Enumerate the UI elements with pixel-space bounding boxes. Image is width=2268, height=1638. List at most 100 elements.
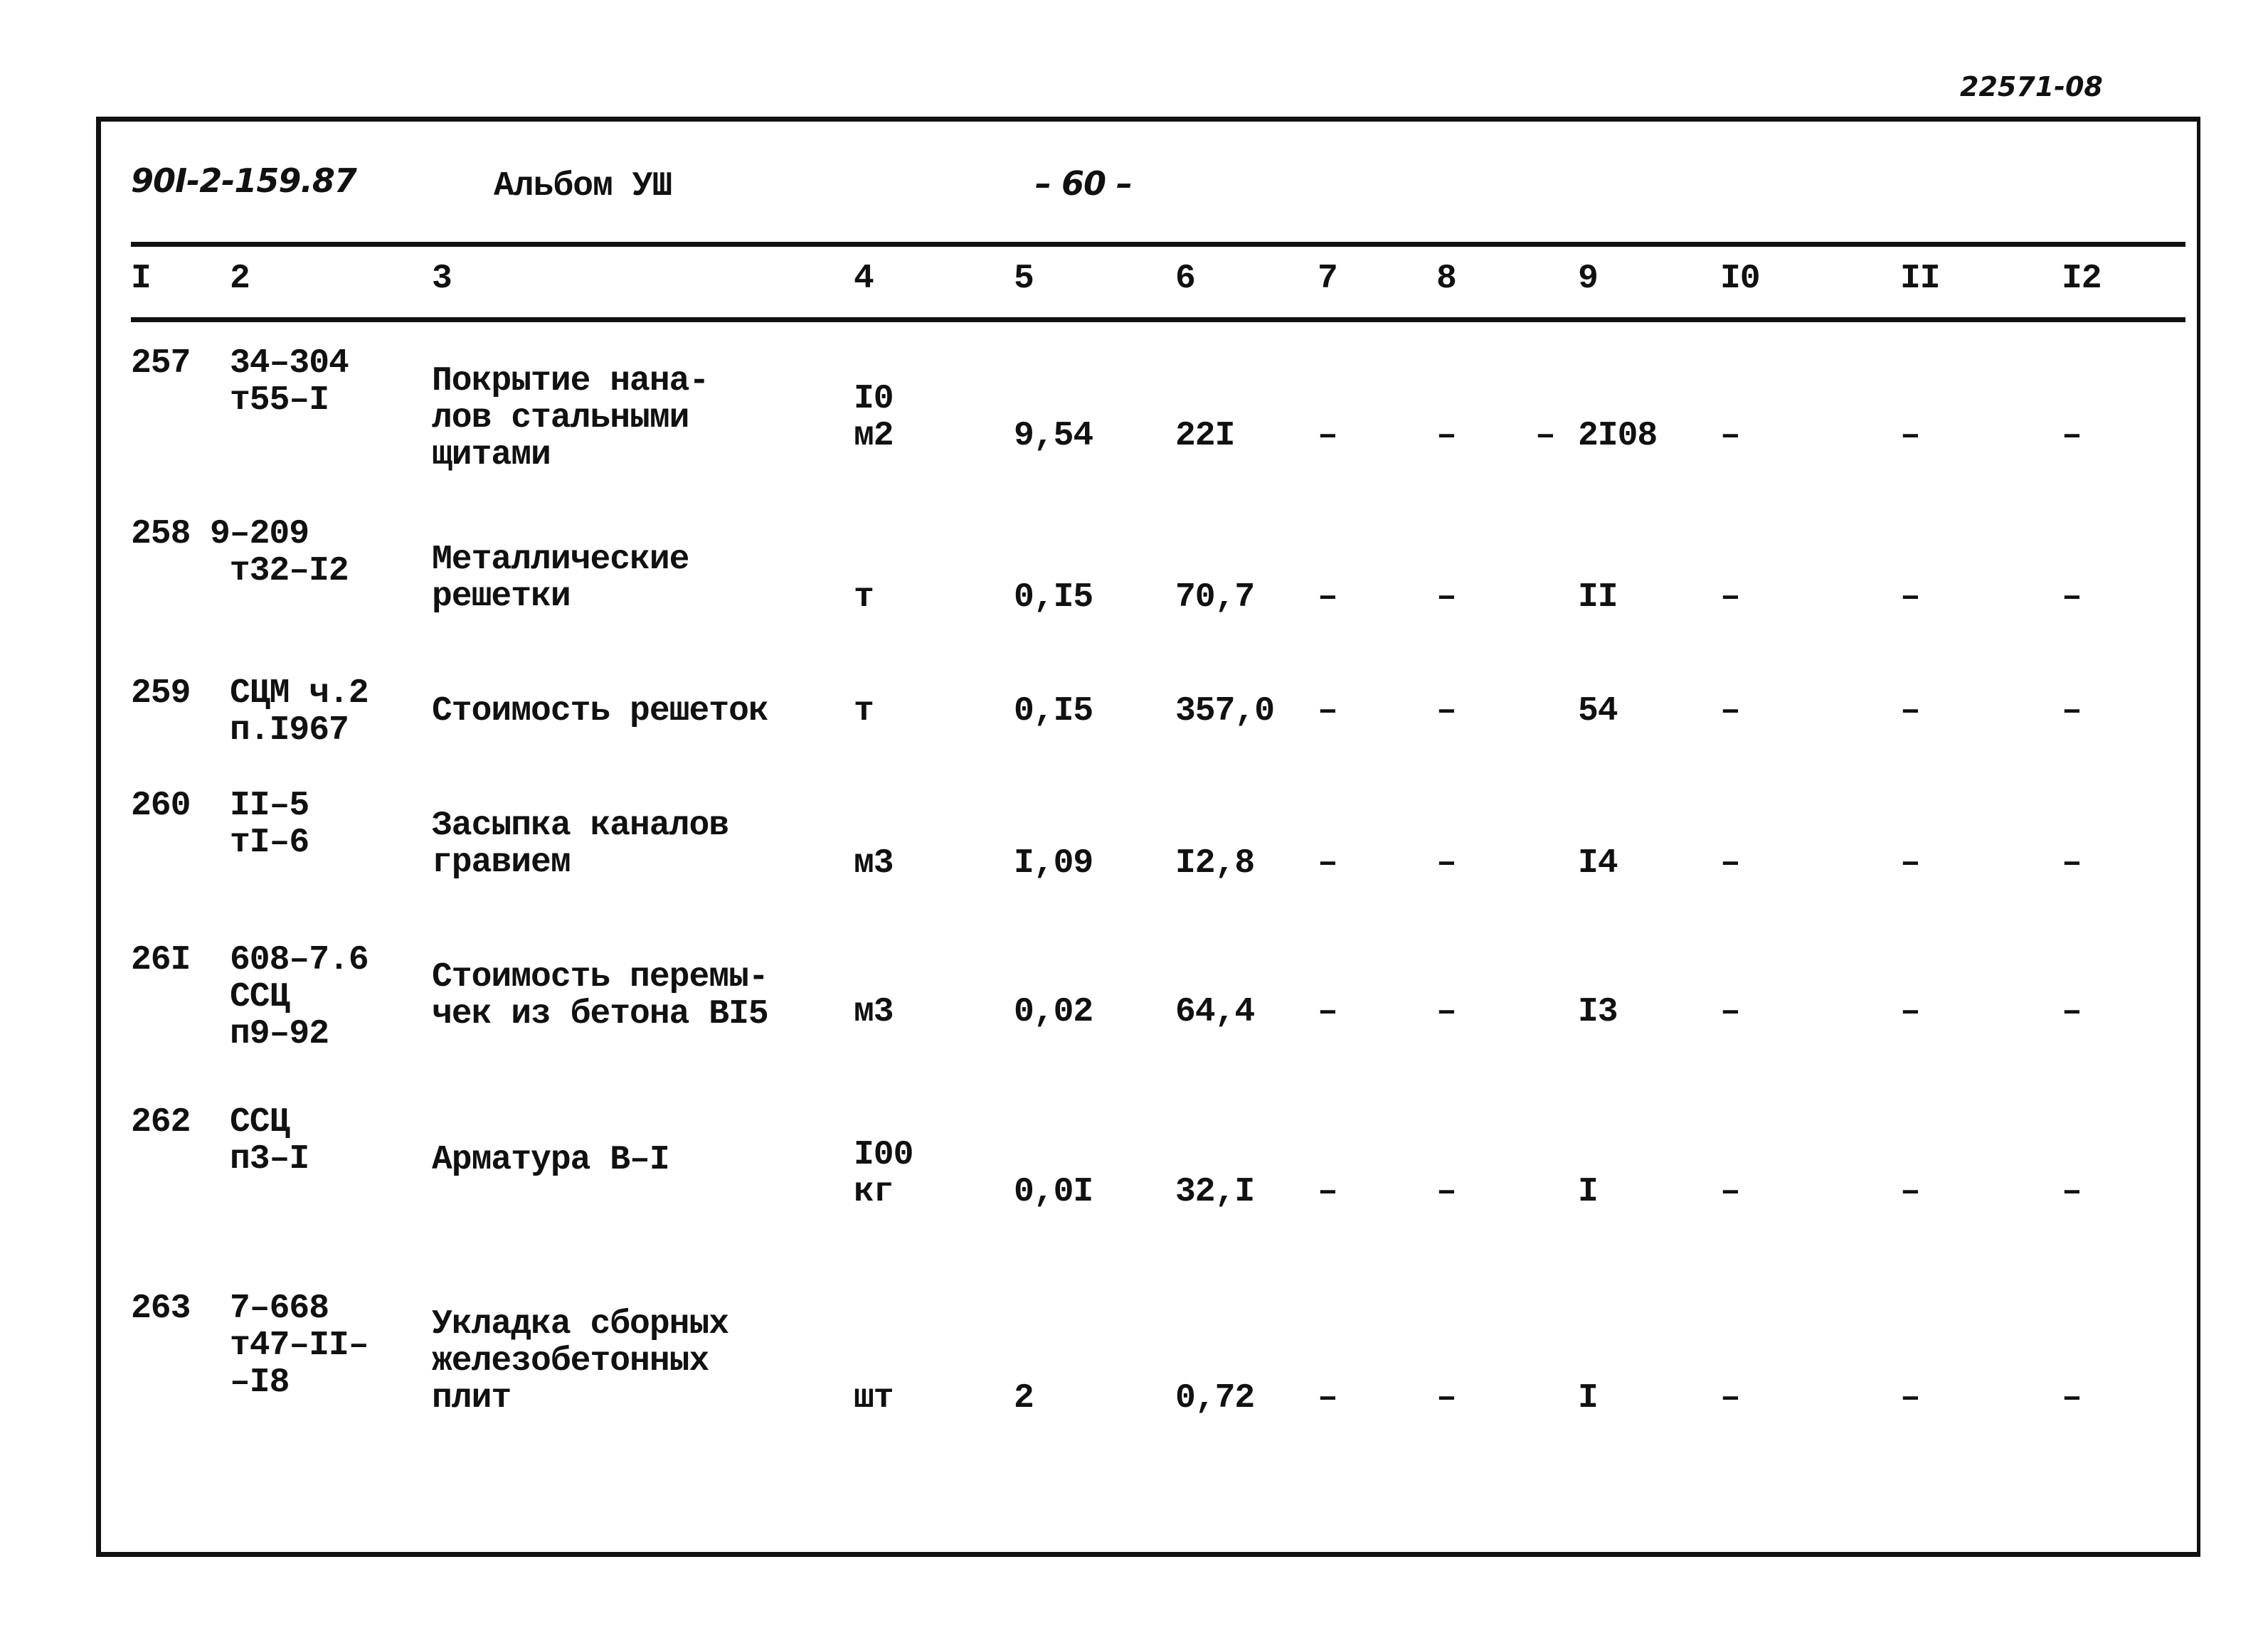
cell-col-5: 0,0I [1014,1173,1093,1211]
norm-reference: ССЦ п3–I [230,1103,309,1179]
cell-col-7: – [1318,993,1338,1031]
cell-col-10: – [1720,578,1741,617]
cell-col-7: – [1318,417,1338,455]
cell-col-7: – [1318,844,1338,883]
column-header-4: 4 [854,260,874,298]
work-description: Засыпка каналов гравием [432,807,729,882]
cell-col-5: 0,02 [1014,993,1093,1031]
work-description: Укладка сборных железобетонных плит [432,1305,729,1418]
column-header-2: 2 [230,260,250,298]
work-description: Стоимость решеток [432,692,769,730]
cell-col-6: 64,4 [1175,993,1255,1031]
norm-reference: 7–668 т47–II– –I8 [230,1289,369,1402]
work-description: Арматура В–I [432,1141,670,1179]
cell-col-8: – – [1436,417,1556,455]
cell-col-10: – [1720,993,1741,1031]
norm-reference: 608–7.6 ССЦ п9–92 [230,941,369,1053]
cell-col-11: – [1900,692,1921,730]
row-number: 260 [131,787,191,825]
column-header-6: 6 [1175,260,1196,298]
cell-col-12: – [2062,578,2082,617]
cell-col-12: – [2062,692,2082,730]
cell-col-9: II [1578,578,1618,617]
column-header-5: 5 [1014,260,1034,298]
cell-col-7: – [1318,1173,1338,1211]
norm-reference: 34–304 т55–I [230,344,349,420]
cell-col-10: – [1720,844,1741,883]
cell-col-12: – [2062,993,2082,1031]
work-description: Металлические решетки [432,541,689,616]
norm-reference: СЦМ ч.2 п.I967 [230,674,369,750]
column-header-3: 3 [432,260,452,298]
column-header-11: II [1900,260,1941,298]
work-description: Стоимость перемы- чек из бетона ВI5 [432,958,769,1033]
cell-col-6: 32,I [1175,1173,1255,1211]
cell-col-12: – [2062,417,2082,455]
row-number: 263 [131,1289,191,1328]
cell-col-11: – [1900,1379,1921,1418]
album-label: Альбом УШ [494,167,672,206]
cell-col-6: 70,7 [1175,578,1255,617]
column-header-1: I [131,260,152,298]
page-frame [96,117,2200,1557]
norm-reference: II–5 тI–6 [230,787,309,862]
cell-col-9: 2I08 [1578,417,1658,455]
header-top-rule [131,242,2185,247]
cell-col-10: – [1720,1379,1741,1418]
row-number: 26I [131,941,191,979]
cell-col-6: 0,72 [1175,1379,1255,1418]
cell-col-10: – [1720,1173,1741,1211]
cell-col-11: – [1900,417,1921,455]
cell-col-12: – [2062,1173,2082,1211]
cell-col-10: – [1720,692,1741,730]
column-header-9: 9 [1578,260,1599,298]
cell-col-7: – [1318,578,1338,617]
cell-col-11: – [1900,844,1921,883]
cell-col-9: I3 [1578,993,1618,1031]
column-header-7: 7 [1318,260,1338,298]
cell-col-8: – [1436,993,1457,1031]
unit: м3 [854,993,894,1031]
cell-col-5: 9,54 [1014,417,1093,455]
header-bottom-rule [131,317,2185,322]
cell-col-6: I2,8 [1175,844,1255,883]
row-number: 262 [131,1103,191,1142]
cell-col-6: 357,0 [1175,692,1275,730]
unit: м3 [854,844,894,883]
row-number: 258 [131,515,191,553]
unit: т [854,692,874,730]
cell-col-8: – [1436,692,1457,730]
cell-col-7: – [1318,692,1338,730]
cell-col-5: 0,I5 [1014,692,1093,730]
doc-code: 90I-2-159.87 [131,161,357,200]
cell-col-8: – [1436,1173,1457,1211]
page-number: – 60 – [1035,164,1133,203]
cell-col-5: 0,I5 [1014,578,1093,617]
cell-col-5: I,09 [1014,844,1093,883]
row-number: 257 [131,344,191,383]
column-header-8: 8 [1436,260,1457,298]
cell-col-11: – [1900,993,1921,1031]
cell-col-6: 22I [1175,417,1235,455]
cell-col-11: – [1900,1173,1921,1211]
cell-col-12: – [2062,1379,2082,1418]
unit: I00 кг [854,1136,913,1211]
unit: I0 м2 [854,380,894,455]
archive-number: 22571-08 [1960,71,2103,102]
column-header-10: I0 [1720,260,1761,298]
cell-col-8: – [1436,1379,1457,1418]
row-number: 259 [131,674,191,713]
column-header-12: I2 [2062,260,2102,298]
cell-col-9: 54 [1578,692,1618,730]
cell-col-8: – [1436,844,1457,883]
norm-reference: 9–209 т32–I2 [210,515,349,590]
cell-col-10: – [1720,417,1741,455]
work-description: Покрытие нана- лов стальными щитами [432,362,709,474]
cell-col-9: I [1578,1379,1599,1418]
unit: шт [854,1379,894,1418]
cell-col-12: – [2062,844,2082,883]
cell-col-11: – [1900,578,1921,617]
cell-col-7: – [1318,1379,1338,1418]
cell-col-8: – [1436,578,1457,617]
cell-col-5: 2 [1014,1379,1034,1418]
